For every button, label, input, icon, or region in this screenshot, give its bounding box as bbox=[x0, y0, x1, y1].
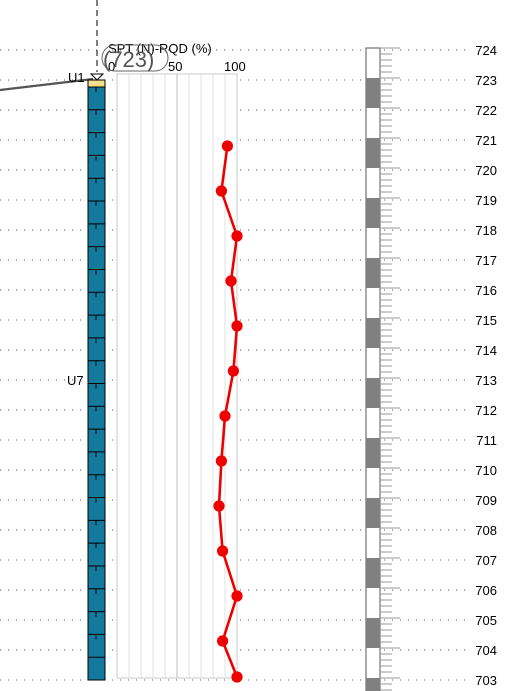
elevation-label-703: 703 bbox=[475, 673, 497, 688]
ruler-block-7 bbox=[366, 258, 380, 288]
elevation-label-704: 704 bbox=[475, 643, 497, 658]
water-level-triangle-icon bbox=[89, 73, 105, 81]
ruler-block-21 bbox=[366, 678, 380, 691]
elevation-label-718: 718 bbox=[475, 223, 497, 238]
elevation-label-717: 717 bbox=[475, 253, 497, 268]
elevation-label-712: 712 bbox=[475, 403, 497, 418]
elevation-label-706: 706 bbox=[475, 583, 497, 598]
ruler-block-11 bbox=[366, 378, 380, 408]
elevation-label-707: 707 bbox=[475, 553, 497, 568]
elevation-label-722: 722 bbox=[475, 103, 497, 118]
elevation-label-715: 715 bbox=[475, 313, 497, 328]
ruler-block-17 bbox=[366, 558, 380, 588]
elevation-label-705: 705 bbox=[475, 613, 497, 628]
data-point-8 bbox=[213, 500, 225, 512]
borehole-cap bbox=[87, 79, 106, 88]
ruler-block-13 bbox=[366, 438, 380, 468]
ruler-block-5 bbox=[366, 198, 380, 228]
elevation-label-708: 708 bbox=[475, 523, 497, 538]
elevation-label-710: 710 bbox=[475, 463, 497, 478]
data-point-11 bbox=[217, 635, 229, 647]
elevation-label-711: 711 bbox=[476, 433, 497, 448]
data-point-4 bbox=[231, 320, 243, 332]
ruler-block-15 bbox=[366, 498, 380, 528]
ruler-block-9 bbox=[366, 318, 380, 348]
elevation-label-713: 713 bbox=[475, 373, 497, 388]
data-point-5 bbox=[227, 365, 239, 377]
elevation-label-723: 723 bbox=[475, 73, 497, 88]
elevation-ruler bbox=[365, 47, 400, 691]
ruler-block-1 bbox=[366, 78, 380, 108]
data-point-1 bbox=[215, 185, 227, 197]
elevation-label-724: 724 bbox=[475, 43, 497, 58]
spt-series bbox=[213, 140, 243, 683]
elevation-labels: 724 723 722 721 720 719 718 717 716 715 714 713 712 7… bbox=[475, 43, 497, 688]
data-point-10 bbox=[231, 590, 243, 602]
borehole-column bbox=[87, 79, 106, 681]
elevation-label-720: 720 bbox=[475, 163, 497, 178]
top-stratum-label: U1 bbox=[68, 70, 85, 85]
mid-stratum-label: U7 bbox=[67, 373, 84, 388]
x-tick-0: 0 bbox=[108, 59, 115, 74]
elevation-badge-outline bbox=[101, 44, 169, 72]
elevation-label-716: 716 bbox=[475, 283, 497, 298]
elevation-label-721: 721 bbox=[475, 133, 497, 148]
leader-line bbox=[0, 77, 94, 92]
data-point-12 bbox=[231, 671, 243, 683]
x-tick-50: 50 bbox=[168, 59, 182, 74]
data-point-3 bbox=[225, 275, 237, 287]
ruler-block-19 bbox=[366, 618, 380, 648]
elevation-label-709: 709 bbox=[475, 493, 497, 508]
x-tick-100: 100 bbox=[224, 59, 246, 74]
data-point-6 bbox=[219, 410, 231, 422]
ruler-block-3 bbox=[366, 138, 380, 168]
data-point-2 bbox=[231, 230, 243, 242]
elevation-badge-text: (723) bbox=[103, 47, 154, 72]
plot-gridlines bbox=[116, 73, 238, 679]
elevation-label-714: 714 bbox=[475, 343, 497, 358]
data-point-7 bbox=[215, 455, 227, 467]
data-point-9 bbox=[217, 545, 229, 557]
elevation-label-719: 719 bbox=[475, 193, 497, 208]
data-point-0 bbox=[221, 140, 233, 152]
